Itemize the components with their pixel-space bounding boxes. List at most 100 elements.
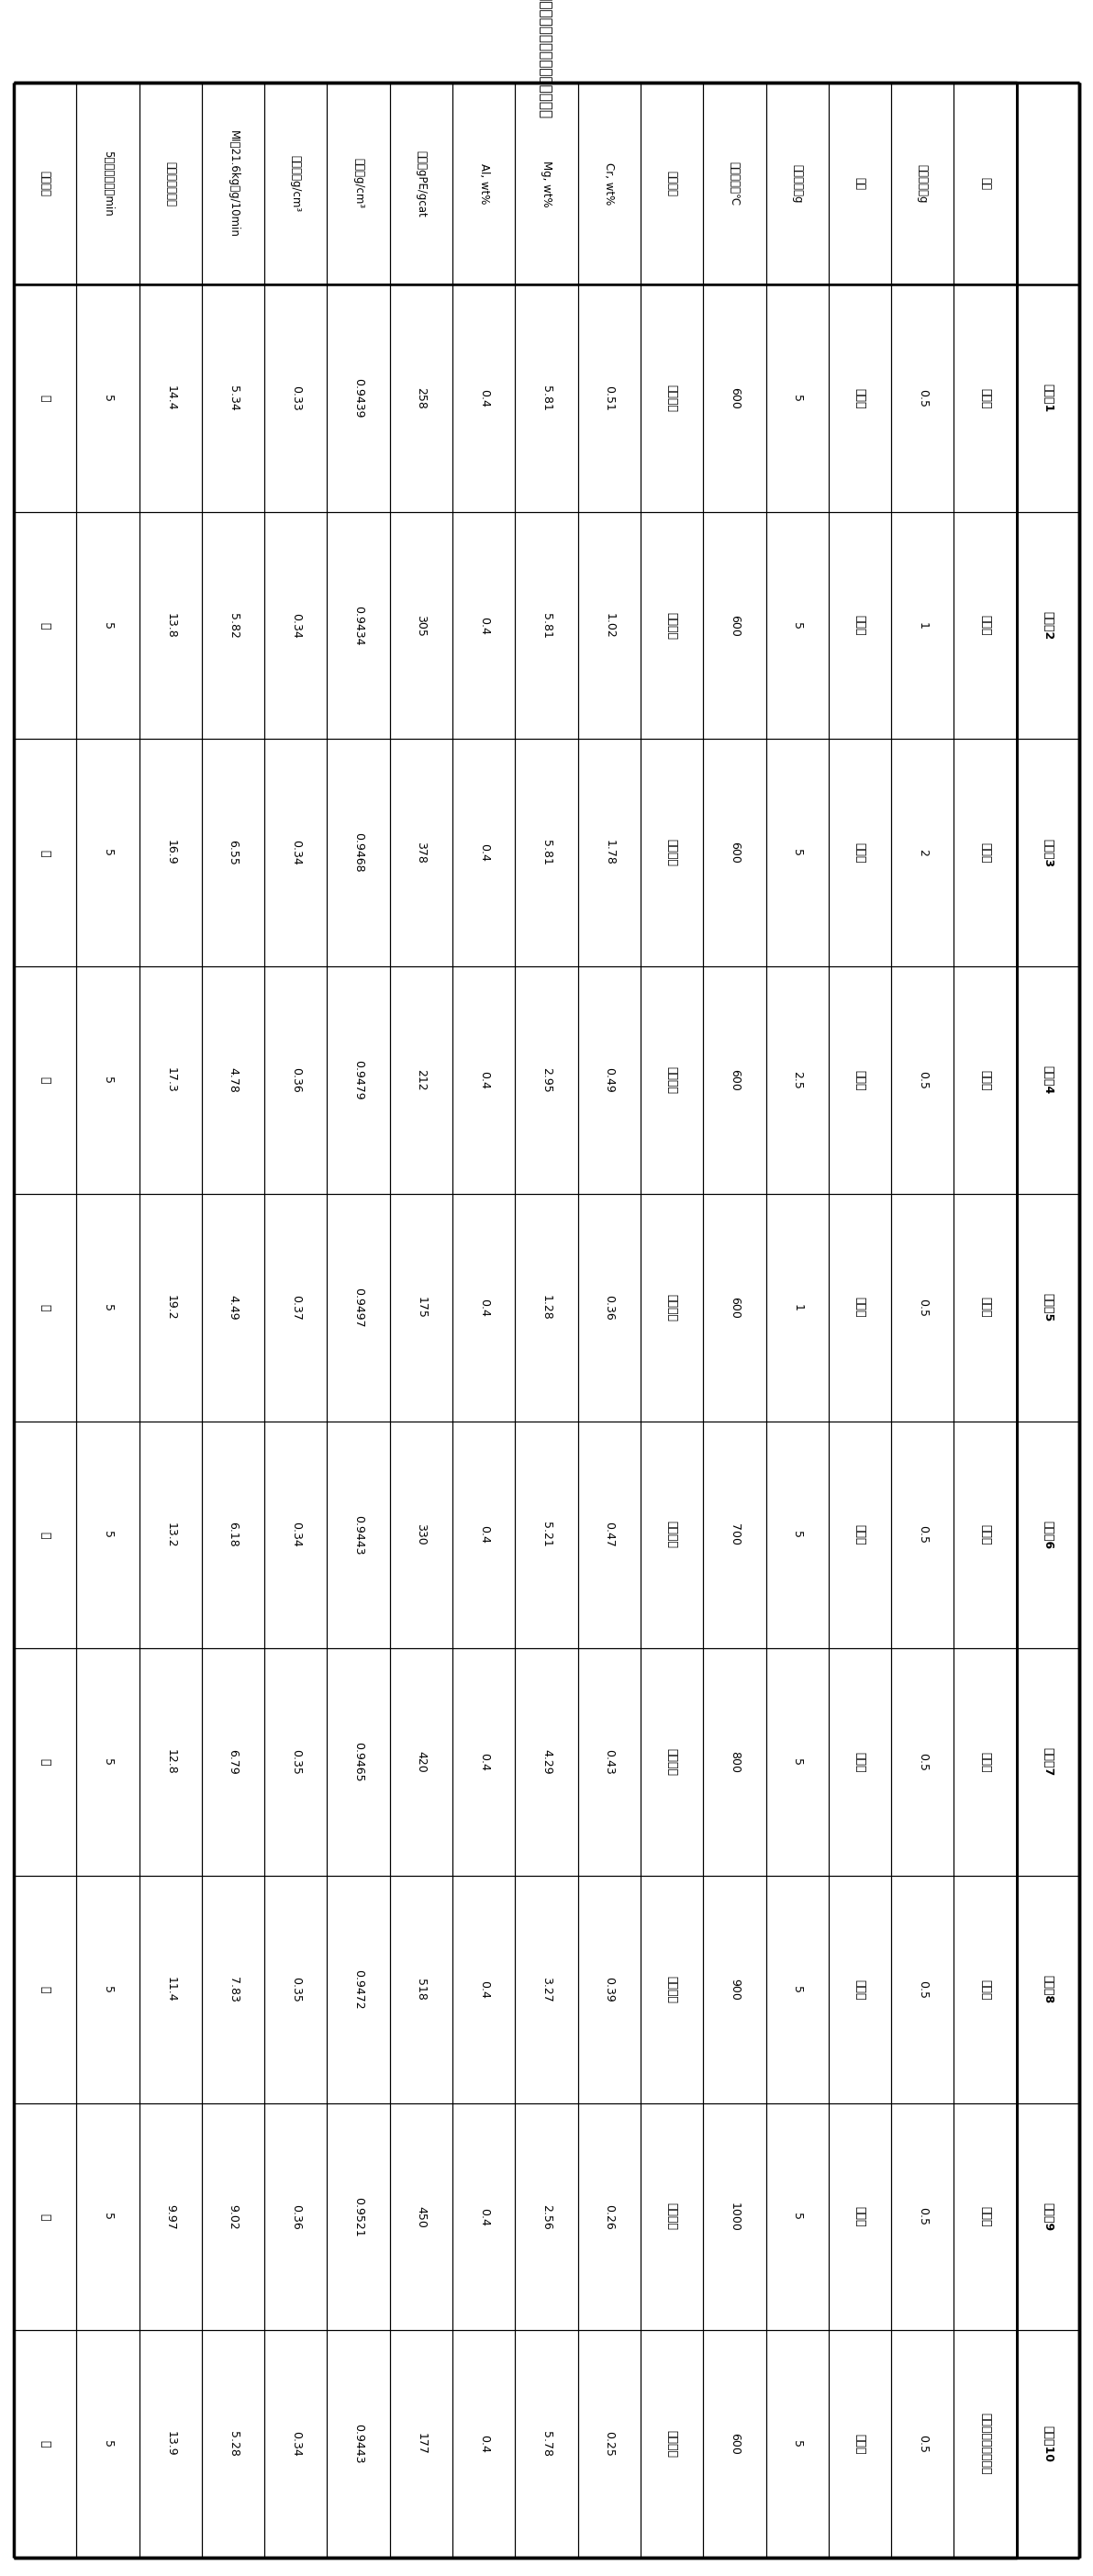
Text: 双三苯基硅烷铬酸酯: 双三苯基硅烷铬酸酯 bbox=[979, 2414, 991, 2476]
Text: 表1  催化剂制备条件及淤浆聚合评价结果: 表1 催化剂制备条件及淤浆聚合评价结果 bbox=[540, 0, 553, 118]
Text: Cr, wt%: Cr, wt% bbox=[603, 162, 615, 204]
Text: 0.25: 0.25 bbox=[603, 2432, 615, 2458]
Text: 0.9439: 0.9439 bbox=[353, 379, 364, 417]
Text: 305: 305 bbox=[415, 616, 427, 636]
Text: 0.9479: 0.9479 bbox=[353, 1061, 364, 1100]
Text: 氯化镁: 氯化镁 bbox=[854, 389, 866, 410]
Text: 1.78: 1.78 bbox=[603, 840, 615, 866]
Text: 5: 5 bbox=[102, 1077, 114, 1084]
Text: 0.9521: 0.9521 bbox=[353, 2197, 364, 2236]
Text: 0.5: 0.5 bbox=[917, 1525, 929, 1543]
Text: 无: 无 bbox=[39, 850, 51, 855]
Text: 0.4: 0.4 bbox=[478, 1072, 490, 1090]
Text: 5.78: 5.78 bbox=[541, 2432, 552, 2458]
Text: 2.56: 2.56 bbox=[541, 2205, 552, 2228]
Text: 实施例1: 实施例1 bbox=[1042, 384, 1054, 412]
Text: 6.18: 6.18 bbox=[227, 1522, 239, 1548]
Text: 0.34: 0.34 bbox=[290, 840, 302, 866]
Text: 硫酸铬: 硫酸铬 bbox=[979, 616, 991, 636]
Text: 6.55: 6.55 bbox=[227, 840, 239, 866]
Text: 13.9: 13.9 bbox=[164, 2432, 176, 2458]
Text: 600: 600 bbox=[729, 1296, 740, 1319]
Text: 1.28: 1.28 bbox=[541, 1296, 552, 1319]
Text: 三乙基铝: 三乙基铝 bbox=[666, 1066, 678, 1095]
Text: 无: 无 bbox=[39, 1303, 51, 1311]
Text: 硫酸铬: 硫酸铬 bbox=[979, 1978, 991, 1999]
Text: 实施例9: 实施例9 bbox=[1042, 2202, 1054, 2231]
Text: 0.4: 0.4 bbox=[478, 2434, 490, 2452]
Text: 5: 5 bbox=[102, 1759, 114, 1765]
Text: 硫酸铬: 硫酸铬 bbox=[979, 2208, 991, 2228]
Text: 铬盐: 铬盐 bbox=[979, 178, 991, 191]
Text: 氯化镁: 氯化镁 bbox=[854, 1978, 866, 1999]
Text: 0.33: 0.33 bbox=[290, 386, 302, 412]
Text: 330: 330 bbox=[415, 1525, 427, 1546]
Text: 0.5: 0.5 bbox=[917, 2434, 929, 2452]
Text: 4.78: 4.78 bbox=[227, 1066, 239, 1092]
Text: 175: 175 bbox=[415, 1296, 427, 1319]
Text: 17.3: 17.3 bbox=[164, 1066, 176, 1092]
Text: 氯化镁: 氯化镁 bbox=[854, 2434, 866, 2455]
Text: 1.02: 1.02 bbox=[603, 613, 615, 639]
Text: 0.34: 0.34 bbox=[290, 613, 302, 639]
Text: 三乙基铝: 三乙基铝 bbox=[666, 1520, 678, 1548]
Text: 实施例5: 实施例5 bbox=[1042, 1293, 1054, 1321]
Text: 11.4: 11.4 bbox=[164, 1976, 176, 2002]
Text: 密度，g/cm³: 密度，g/cm³ bbox=[353, 157, 364, 209]
Text: 硫酸铬: 硫酸铬 bbox=[979, 1069, 991, 1090]
Text: 5: 5 bbox=[102, 850, 114, 855]
Text: Mg, wt%: Mg, wt% bbox=[541, 160, 552, 206]
Text: 0.4: 0.4 bbox=[478, 616, 490, 634]
Text: 0.5: 0.5 bbox=[917, 1981, 929, 1999]
Text: 0.43: 0.43 bbox=[603, 1749, 615, 1775]
Text: 0.9497: 0.9497 bbox=[353, 1288, 364, 1327]
Text: 实施例3: 实施例3 bbox=[1042, 840, 1054, 868]
Text: 5: 5 bbox=[791, 1986, 803, 1994]
Text: 无: 无 bbox=[39, 1986, 51, 1994]
Text: 3.27: 3.27 bbox=[541, 1976, 552, 2002]
Text: 无: 无 bbox=[39, 394, 51, 402]
Text: 16.9: 16.9 bbox=[164, 840, 176, 866]
Text: 0.4: 0.4 bbox=[478, 845, 490, 863]
Text: 0.36: 0.36 bbox=[290, 2205, 302, 2228]
Text: 三乙基铝: 三乙基铝 bbox=[666, 1293, 678, 1321]
Text: 无: 无 bbox=[39, 2439, 51, 2447]
Text: 7.83: 7.83 bbox=[227, 1976, 239, 2002]
Text: MI，21.6kg，g/10min: MI，21.6kg，g/10min bbox=[227, 129, 239, 237]
Text: Al, wt%: Al, wt% bbox=[478, 162, 490, 204]
Text: 堆密度，g/cm³: 堆密度，g/cm³ bbox=[290, 155, 302, 211]
Text: 三乙基铝: 三乙基铝 bbox=[666, 840, 678, 866]
Text: 氯化镁: 氯化镁 bbox=[854, 1069, 866, 1090]
Text: 258: 258 bbox=[415, 386, 427, 410]
Text: 5.34: 5.34 bbox=[227, 386, 239, 412]
Text: 600: 600 bbox=[729, 842, 740, 863]
Text: 1000: 1000 bbox=[729, 2202, 740, 2231]
Text: 5: 5 bbox=[102, 2213, 114, 2221]
Text: 5: 5 bbox=[791, 1530, 803, 1538]
Text: 0.35: 0.35 bbox=[290, 1749, 302, 1775]
Text: 5.21: 5.21 bbox=[541, 1522, 552, 1548]
Text: 450: 450 bbox=[415, 2205, 427, 2228]
Text: 活化温度，℃: 活化温度，℃ bbox=[729, 162, 740, 206]
Text: 600: 600 bbox=[729, 2434, 740, 2455]
Text: 实施例4: 实施例4 bbox=[1042, 1066, 1054, 1095]
Text: 0.4: 0.4 bbox=[478, 389, 490, 407]
Text: 5.28: 5.28 bbox=[227, 2432, 239, 2458]
Text: 0.4: 0.4 bbox=[478, 2208, 490, 2226]
Text: 800: 800 bbox=[729, 1752, 740, 1772]
Text: 0.4: 0.4 bbox=[478, 1752, 490, 1772]
Text: 铬盐用量，g: 铬盐用量，g bbox=[917, 165, 929, 204]
Text: 硫酸铬: 硫酸铬 bbox=[979, 842, 991, 863]
Text: 0.39: 0.39 bbox=[603, 1976, 615, 2002]
Text: 600: 600 bbox=[729, 616, 740, 636]
Text: 5钛聚合号数，min: 5钛聚合号数，min bbox=[102, 149, 114, 216]
Text: 硫酸铬: 硫酸铬 bbox=[979, 1752, 991, 1772]
Text: 氯化镁: 氯化镁 bbox=[854, 842, 866, 863]
Text: 14.4: 14.4 bbox=[164, 386, 176, 410]
Text: 12.8: 12.8 bbox=[164, 1749, 176, 1775]
Text: 0.9443: 0.9443 bbox=[353, 1515, 364, 1556]
Text: 700: 700 bbox=[729, 1525, 740, 1546]
Text: 518: 518 bbox=[415, 1978, 427, 2002]
Text: 实施例10: 实施例10 bbox=[1042, 2427, 1054, 2463]
Text: 镁盐: 镁盐 bbox=[854, 178, 866, 191]
